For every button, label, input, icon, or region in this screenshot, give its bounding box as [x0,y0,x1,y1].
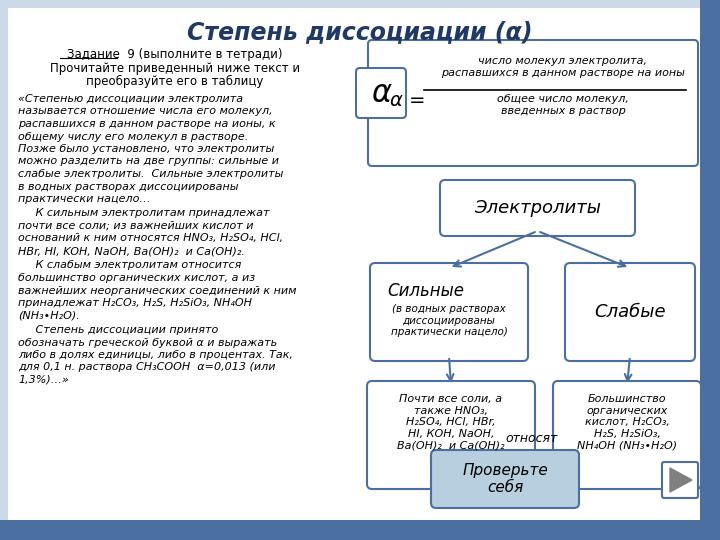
Text: введенных в раствор: введенных в раствор [500,106,626,116]
Text: (NH₃•H₂O).: (NH₃•H₂O). [18,310,80,321]
FancyBboxPatch shape [367,381,535,489]
Text: Прочитайте приведенный ниже текст и: Прочитайте приведенный ниже текст и [50,62,300,75]
Text: общее число молекул,: общее число молекул, [497,94,629,104]
Text: либо в долях единицы, либо в процентах. Так,: либо в долях единицы, либо в процентах. … [18,350,293,360]
Text: относят: относят [506,432,558,445]
Text: К слабым электролитам относится: К слабым электролитам относится [18,260,241,271]
FancyBboxPatch shape [8,8,703,532]
Text: почти все соли; из важнейших кислот и: почти все соли; из важнейших кислот и [18,221,253,231]
Text: HBr, HI, KOH, NaOH, Ba(OH)₂  и Ca(OH)₂.: HBr, HI, KOH, NaOH, Ba(OH)₂ и Ca(OH)₂. [18,246,245,256]
Text: Степень диссоциации (α): Степень диссоциации (α) [187,20,533,44]
Text: Электролиты: Электролиты [474,199,601,217]
Text: число молекул электролита,: число молекул электролита, [479,56,647,66]
Text: преобразуйте его в таблицу: преобразуйте его в таблицу [86,75,264,88]
Bar [700,0,720,540]
Text: Большинство
органических
кислот, H₂CO₃,
H₂S, H₂SiO₃,
NH₄OH (NH₃•H₂O): Большинство органических кислот, H₂CO₃, … [577,394,677,450]
Text: Степень диссоциации принято: Степень диссоциации принято [18,325,218,335]
Text: 1,3%)…»: 1,3%)…» [18,375,68,385]
FancyBboxPatch shape [662,462,698,498]
Text: Позже было установлено, что электролиты: Позже было установлено, что электролиты [18,144,274,154]
FancyBboxPatch shape [370,263,528,361]
FancyBboxPatch shape [356,68,406,118]
Text: Проверьте
себя: Проверьте себя [462,463,548,495]
Polygon shape [670,468,692,492]
Text: для 0,1 н. раствора CH₃COOH  α=0,013 (или: для 0,1 н. раствора CH₃COOH α=0,013 (или [18,362,276,373]
Text: Задание  9 (выполните в тетради): Задание 9 (выполните в тетради) [67,48,283,61]
Text: «Степенью диссоциации электролита: «Степенью диссоциации электролита [18,94,243,104]
Text: оснований к ним относятся HNO₃, H₂SO₄, HCl,: оснований к ним относятся HNO₃, H₂SO₄, H… [18,233,283,244]
Text: распавшихся в данном растворе на ионы: распавшихся в данном растворе на ионы [441,68,685,78]
Text: Сильные: Сильные [387,282,464,300]
Text: можно разделить на две группы: сильные и: можно разделить на две группы: сильные и [18,157,279,166]
FancyBboxPatch shape [565,263,695,361]
Text: важнейших неорганических соединений к ним: важнейших неорганических соединений к ни… [18,286,297,295]
Text: большинство органических кислот, а из: большинство органических кислот, а из [18,273,255,283]
Text: практически нацело…: практически нацело… [18,194,150,204]
Bar [0,520,720,540]
Text: Почти все соли, а
также HNO₃,
H₂SO₄, HCl, HBr,
HI, КОН, NaOH,
Ba(OH)₂  и Ca(OH)₂: Почти все соли, а также HNO₃, H₂SO₄, HCl… [397,394,505,450]
Text: (в водных растворах
диссоциированы
практически нацело): (в водных растворах диссоциированы практ… [390,304,508,337]
Text: распавшихся в данном растворе на ионы, к: распавшихся в данном растворе на ионы, к [18,119,276,129]
Text: общему числу его молекул в растворе.: общему числу его молекул в растворе. [18,132,248,141]
FancyBboxPatch shape [553,381,701,489]
FancyBboxPatch shape [368,40,698,166]
Text: α: α [371,78,391,107]
Text: α =: α = [390,91,426,111]
Text: в водных растворах диссоциированы: в водных растворах диссоциированы [18,181,238,192]
Text: К сильным электролитам принадлежат: К сильным электролитам принадлежат [18,208,269,219]
FancyBboxPatch shape [440,180,635,236]
FancyBboxPatch shape [431,450,579,508]
Text: называется отношение числа его молекул,: называется отношение числа его молекул, [18,106,273,117]
Text: принадлежат H₂CO₃, H₂S, H₂SiO₃, NH₄OH: принадлежат H₂CO₃, H₂S, H₂SiO₃, NH₄OH [18,298,252,308]
Text: обозначать греческой буквой α и выражать: обозначать греческой буквой α и выражать [18,338,277,348]
Text: Слабые: Слабые [594,303,666,321]
Text: слабые электролиты.  Сильные электролиты: слабые электролиты. Сильные электролиты [18,169,284,179]
